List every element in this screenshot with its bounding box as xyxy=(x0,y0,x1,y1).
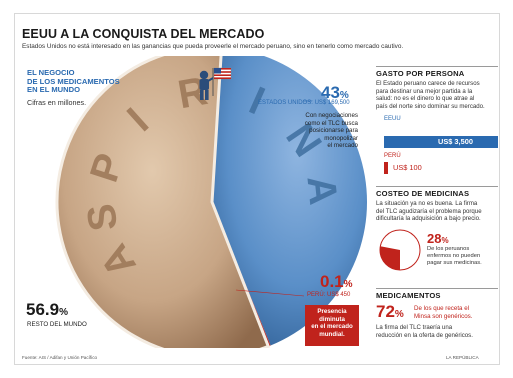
astronaut-flag-icon xyxy=(199,67,232,100)
rest-label: RESTO DEL MUNDO xyxy=(27,321,87,328)
usa-value-label: ESTADOS UNIDOS: US$ 169,500 xyxy=(258,100,350,106)
costeo-text: La situación ya no es buena. La firma de… xyxy=(376,200,482,223)
costeo-pie xyxy=(379,229,421,271)
costeo-percent: 28% xyxy=(427,231,449,246)
page-subtitle: Estados Unidos no está interesado en las… xyxy=(22,43,404,50)
medicamentos-percent: 72% xyxy=(376,302,404,321)
bar-value-eeuu: US$ 3,500 xyxy=(438,137,473,146)
peru-percent-label: 0.1% xyxy=(320,272,353,291)
gasto-text: El Estado peruano carece de recursos par… xyxy=(376,80,485,110)
pie-unit-note: Cifras en millones. xyxy=(27,98,87,107)
section-rule xyxy=(376,288,498,289)
bar-eeuu xyxy=(384,136,498,148)
pie-slice-usa xyxy=(212,56,368,346)
medicamentos-highlight: De los que receta el Minsa son genéricos… xyxy=(414,305,473,320)
pie-heading: EL NEGOCIO DE LOS MEDICAMENTOS EN EL MUN… xyxy=(27,68,120,95)
rest-percent-label: 56.9% xyxy=(26,300,68,319)
peru-presence-box: Presencia diminuta en el mercado mundial… xyxy=(305,305,359,346)
bar-value-peru: US$ 100 xyxy=(393,163,422,172)
pie-slices xyxy=(55,56,368,348)
pill-letter: A xyxy=(298,174,345,207)
pie-slice-rest xyxy=(55,56,271,348)
section-rule xyxy=(376,186,498,187)
peru-value-label: PERÚ: US$ 450 xyxy=(307,292,351,298)
medicamentos-text: La firma del TLC traería una reducción e… xyxy=(376,324,473,339)
gasto-title: GASTO POR PERSONA xyxy=(376,69,465,78)
bar-peru xyxy=(384,162,388,174)
usa-note: Con negociaciones como el TLC busca posi… xyxy=(304,112,358,150)
costeo-title: COSTEO DE MEDICINAS xyxy=(376,189,470,198)
usa-percent-label: 43% xyxy=(321,83,349,102)
pill-letter: S xyxy=(79,201,126,234)
page-title: EEUU A LA CONQUISTA DEL MERCADO xyxy=(22,27,265,41)
publisher-credit: LA REPÚBLICA xyxy=(446,355,479,360)
costeo-pie-slice xyxy=(379,246,400,270)
source-note: Fuente: AIS / Adifan y Unión Pacífico xyxy=(22,355,98,360)
costeo-note: De los peruanos enfermos no pueden pagar… xyxy=(427,246,482,266)
peru-leader-line xyxy=(235,289,305,297)
medicamentos-title: MEDICAMENTOS xyxy=(376,291,441,300)
bar-label-eeuu: EEUU xyxy=(384,116,401,122)
bar-label-peru: PERÚ xyxy=(384,153,401,159)
section-rule xyxy=(376,66,498,67)
